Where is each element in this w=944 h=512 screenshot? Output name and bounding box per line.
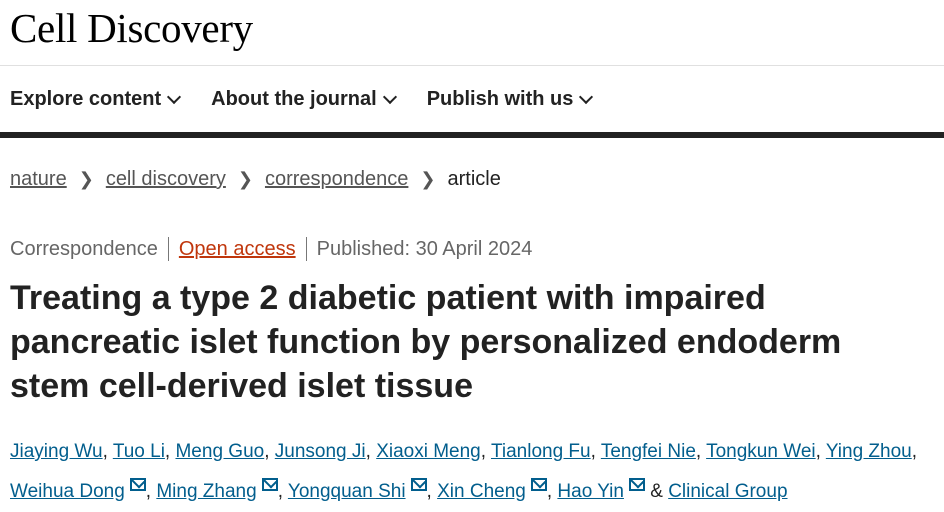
divider [305,237,307,261]
separator: , [264,441,275,462]
nav-publish-with-us[interactable]: Publish with us [426,88,594,111]
separator: , [546,481,558,502]
author-link[interactable]: Tuo Li [112,441,165,462]
chevron-down-icon [382,89,397,105]
breadcrumb-cell-discovery[interactable]: cell discovery [105,168,226,190]
author-group-link[interactable]: Clinical Group [668,481,788,502]
header-bar [0,132,944,138]
article-meta: Correspondence Open access Published: 30… [10,237,532,261]
nav-label: Explore content [10,88,162,110]
published-date: Published: 30 April 2024 [316,237,533,260]
open-access-link[interactable]: Open access [178,237,296,260]
author-link[interactable]: Jiaying Wu [10,441,103,462]
envelope-icon[interactable] [261,478,278,491]
author-link[interactable]: Xiaoxi Meng [376,441,481,462]
breadcrumb-current: article [447,168,501,190]
nav-label: Publish with us [426,88,574,110]
separator: , [102,441,113,462]
author-link[interactable]: Yongquan Shi [287,481,406,502]
article-title: Treating a type 2 diabetic patient with … [10,279,842,405]
divider [167,237,169,261]
separator: , [145,481,157,502]
nav-about-journal[interactable]: About the journal [211,88,397,111]
separator: , [590,441,601,462]
author-link[interactable]: Ying Zhou [825,441,912,462]
separator: , [695,441,707,462]
main-nav: Explore content About the journal Publis… [10,88,594,111]
author-link[interactable]: Tianlong Fu [490,441,591,462]
separator: , [426,481,438,502]
chevron-right-icon: ❯ [420,169,436,189]
separator: , [277,481,288,502]
breadcrumb-nature[interactable]: nature [10,168,67,190]
envelope-icon[interactable] [628,478,645,491]
envelope-icon[interactable] [530,478,547,491]
separator: , [164,441,176,462]
separator: , [365,441,377,462]
separator: , [815,441,826,462]
author-link[interactable]: Ming Zhang [156,481,257,502]
chevron-down-icon [167,89,182,105]
chevron-right-icon: ❯ [78,169,94,189]
separator: , [480,441,491,462]
nav-explore-content[interactable]: Explore content [10,88,182,111]
author-list: Jiaying Wu, Tuo Li, Meng Guo, Junsong Ji… [10,432,944,512]
author-link[interactable]: Junsong Ji [274,441,366,462]
author-link[interactable]: Tengfei Nie [600,441,696,462]
envelope-icon[interactable] [410,478,427,491]
article-type: Correspondence [10,237,158,260]
chevron-down-icon [579,89,594,105]
divider [0,65,944,66]
author-link[interactable]: Tongkun Wei [706,441,816,462]
separator: , [911,441,918,462]
author-link[interactable]: Weihua Dong [10,481,125,502]
author-link[interactable]: Hao Yin [557,481,624,502]
breadcrumb: nature ❯ cell discovery ❯ correspondence… [10,168,501,191]
nav-label: About the journal [211,88,377,110]
author-link[interactable]: Meng Guo [175,441,265,462]
envelope-icon[interactable] [129,478,146,491]
author-link[interactable]: Xin Cheng [437,481,526,502]
chevron-right-icon: ❯ [237,169,253,189]
separator: & [644,481,669,502]
breadcrumb-correspondence[interactable]: correspondence [264,168,409,190]
journal-logo[interactable]: Cell Discovery [10,5,253,51]
